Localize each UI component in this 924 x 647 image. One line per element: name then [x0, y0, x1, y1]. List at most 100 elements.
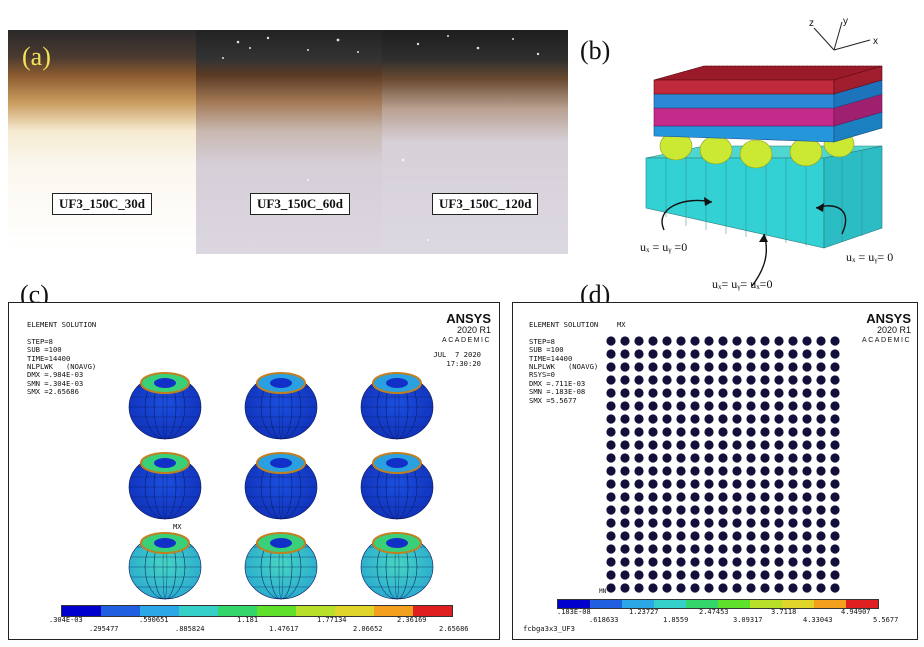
solder-ball-dot	[634, 505, 644, 515]
legend-c	[61, 605, 453, 617]
solder-ball-dot	[606, 388, 616, 398]
solder-ball-dot	[718, 401, 728, 411]
solder-ball-dot	[746, 349, 756, 359]
package-layers	[653, 65, 883, 143]
solder-ball-dot	[760, 414, 770, 424]
solder-ball-dot	[746, 531, 756, 541]
solder-ball-dot	[606, 466, 616, 476]
solder-ball-dot	[802, 492, 812, 502]
solder-ball-dot	[676, 427, 686, 437]
solder-ball-dot	[620, 336, 630, 346]
solder-ball-dot	[816, 401, 826, 411]
solder-ball-dot	[830, 479, 840, 489]
solder-ball-dot	[704, 518, 714, 528]
solder-ball-dot	[774, 362, 784, 372]
legend-swatch	[101, 606, 140, 616]
solder-ball-dot	[746, 505, 756, 515]
solder-ball-dot	[732, 583, 742, 593]
solder-ball-dot	[746, 401, 756, 411]
solder-ball-dot	[690, 505, 700, 515]
legend-c-b1: .885824	[175, 625, 205, 633]
solder-ball-dot	[620, 440, 630, 450]
solder-ball-dot	[718, 440, 728, 450]
solder-ball-dot	[774, 440, 784, 450]
legend-d-t1: 1.23727	[629, 608, 659, 616]
solder-ball-dot	[802, 557, 812, 567]
solder-ball-dot	[718, 453, 728, 463]
solder-ball-dot	[676, 401, 686, 411]
solder-ball-dot	[718, 362, 728, 372]
solder-ball-dot	[662, 349, 672, 359]
solder-ball-dot	[830, 544, 840, 554]
solder-ball-dot	[648, 518, 658, 528]
solder-ball-dot	[802, 544, 812, 554]
legend-swatch	[558, 600, 590, 608]
solder-ball-dot	[760, 362, 770, 372]
solder-ball-dot	[606, 557, 616, 567]
solder-ball-dot	[634, 453, 644, 463]
solder-ball-dot	[662, 388, 672, 398]
solder-ball-dot	[620, 401, 630, 411]
solder-ball-dot	[802, 336, 812, 346]
solder-ball-dot	[718, 427, 728, 437]
solder-ball-dot	[746, 466, 756, 476]
solder-ball-dot	[760, 492, 770, 502]
solder-ball-dot	[830, 531, 840, 541]
solder-ball-dot	[718, 518, 728, 528]
solder-ball-dot	[760, 544, 770, 554]
solder-ball-dot	[634, 427, 644, 437]
legend-d-b1: 1.8559	[663, 616, 689, 624]
solder-ball-dot	[816, 544, 826, 554]
solder-ball-dot	[662, 505, 672, 515]
solder-ball-dot	[634, 583, 644, 593]
solder-ball-dot	[830, 375, 840, 385]
solder-ball-dot	[620, 518, 630, 528]
solder-ball-dot	[690, 362, 700, 372]
solder-ball-dot	[788, 453, 798, 463]
solder-ball-dot	[732, 401, 742, 411]
solder-ball-dot	[830, 414, 840, 424]
solder-ball-dot	[690, 544, 700, 554]
legend-d-b3: 4.33043	[803, 616, 833, 624]
solder-ball-dot	[606, 531, 616, 541]
solder-ball-dot	[648, 557, 658, 567]
solder-ball-dot	[760, 531, 770, 541]
solder-ball-dot	[662, 557, 672, 567]
solder-ball-dot	[816, 518, 826, 528]
solder-ball-dot	[606, 505, 616, 515]
solder-joint-contours: MX	[128, 372, 434, 600]
solder-ball-dot	[788, 518, 798, 528]
solder-joint	[244, 372, 318, 440]
solder-ball-dot	[662, 479, 672, 489]
solder-ball-dot	[718, 479, 728, 489]
solder-ball-dot	[774, 388, 784, 398]
solder-joint	[128, 452, 202, 520]
solder-ball-dot	[606, 479, 616, 489]
solder-ball-dot	[690, 583, 700, 593]
solder-ball-dot	[816, 362, 826, 372]
solder-ball-dot	[634, 336, 644, 346]
ansys-d-info: ELEMENT SOLUTION STEP=8 SUB =100 TIME=14…	[529, 320, 599, 405]
solder-ball-dot	[704, 583, 714, 593]
solder-ball-dot	[648, 427, 658, 437]
solder-ball-dot	[760, 453, 770, 463]
solder-ball-dot	[662, 518, 672, 528]
solder-ball-dot	[746, 479, 756, 489]
solder-ball-dot	[746, 583, 756, 593]
sample-label-30d: UF3_150C_30d	[52, 193, 152, 215]
solder-ball-dot	[774, 505, 784, 515]
solder-joint	[360, 452, 434, 520]
solder-ball-dot	[830, 583, 840, 593]
solder-ball-dot	[676, 479, 686, 489]
solder-ball-dot	[732, 544, 742, 554]
solder-ball-dot	[746, 557, 756, 567]
solder-ball-dot	[732, 557, 742, 567]
solder-ball-dot	[634, 557, 644, 567]
solder-ball-dot	[816, 492, 826, 502]
solder-ball-dot	[606, 427, 616, 437]
solder-ball-dot	[760, 505, 770, 515]
solder-ball-dot	[774, 531, 784, 541]
solder-ball-dot	[634, 492, 644, 502]
solder-ball-dot	[606, 544, 616, 554]
legend-swatch	[62, 606, 101, 616]
